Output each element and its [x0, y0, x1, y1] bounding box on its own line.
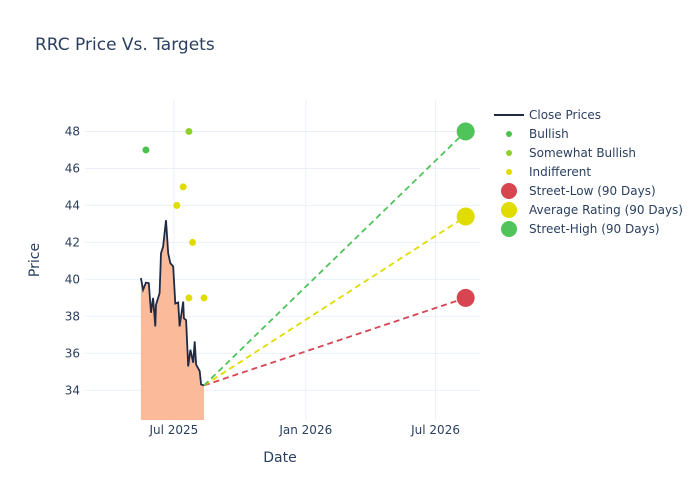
street-high-target-marker	[456, 122, 475, 141]
street-low-trend-line	[203, 297, 466, 387]
average-rating-trend-line	[203, 215, 467, 387]
rating-point-indifferent	[200, 294, 208, 302]
rating-point-somewhat-bullish	[185, 127, 193, 135]
legend-marker-swatch	[506, 131, 512, 137]
rating-point-indifferent	[179, 183, 187, 191]
legend-item-label: Street-High (90 Days)	[529, 222, 660, 236]
legend-item-label: Somewhat Bullish	[529, 146, 636, 160]
legend-item-label: Average Rating (90 Days)	[529, 203, 683, 217]
legend[interactable]: Close Prices Bullish Somewhat Bullish Indif…	[494, 108, 683, 237]
legend-marker-swatch	[501, 183, 517, 199]
legend-marker-swatch	[501, 202, 517, 218]
chart-title: RRC Price Vs. Targets	[35, 35, 215, 55]
legend-marker-swatch	[501, 221, 517, 237]
close-price-line	[140, 220, 205, 387]
legend-item-label: Street-Low (90 Days)	[529, 184, 656, 198]
legend-item-label: Close Prices	[529, 108, 601, 122]
rating-point-indifferent	[173, 201, 181, 209]
y-tick-label: 34	[65, 383, 80, 397]
y-tick-label: 48	[65, 124, 80, 138]
y-axis-label: Price	[27, 243, 43, 277]
street-high-trend-line	[203, 130, 467, 387]
rating-point-indifferent	[185, 294, 193, 302]
y-tick-label: 44	[65, 198, 80, 212]
x-tick-label: Jul 2026	[410, 423, 460, 437]
legend-marker-swatch	[506, 169, 512, 175]
y-tick-label: 38	[65, 309, 80, 323]
rating-point-indifferent	[189, 238, 197, 246]
street-low-target-marker	[456, 288, 475, 307]
average-rating-target-marker	[456, 207, 475, 226]
legend-item-label: Indifferent	[529, 165, 591, 179]
y-tick-label: 40	[65, 272, 80, 286]
legend-marker-swatch	[506, 150, 512, 156]
y-tick-label: 36	[65, 346, 80, 360]
x-tick-label: Jan 2026	[278, 423, 332, 437]
x-axis-label: Date	[263, 450, 296, 466]
rating-point-bullish	[142, 146, 150, 154]
y-tick-label: 46	[65, 161, 80, 175]
legend-item-label: Bullish	[529, 127, 569, 141]
x-tick-label: Jul 2025	[148, 423, 198, 437]
y-tick-label: 42	[65, 235, 80, 249]
price-area-fill	[140, 220, 205, 420]
